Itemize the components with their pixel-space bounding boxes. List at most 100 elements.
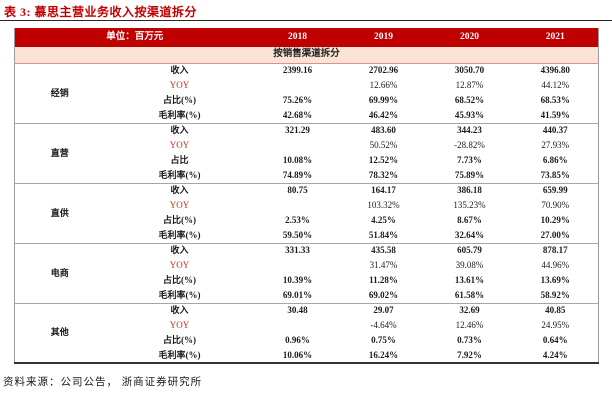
table-body: 经销 收入 2399.16 2702.96 3050.70 4396.80 YOY 12.66… — [14, 63, 599, 363]
value-cell: 12.87% — [455, 80, 484, 90]
value-cell: 51.84% — [368, 229, 399, 240]
value-cell: 16.24% — [368, 349, 399, 360]
value-cell: 164.17 — [340, 182, 427, 198]
value-cell: 878.17 — [512, 242, 599, 258]
value-cell: 30.48 — [254, 302, 341, 318]
metric-label: 毛利率(%) — [158, 169, 201, 180]
value-cell: 44.12% — [541, 80, 570, 90]
title-divider-rule — [0, 20, 612, 21]
year-header-2019: 2019 — [374, 31, 394, 42]
metric-label: 收入 — [104, 302, 255, 318]
value-cell: 344.23 — [426, 122, 513, 138]
table-row: YOY 50.52% -28.82% 27.93% — [14, 138, 599, 153]
value-cell: 70.90% — [541, 200, 570, 210]
value-cell: 331.33 — [254, 242, 341, 258]
metric-label: 占比(%) — [163, 95, 196, 105]
value-cell: 12.66% — [369, 80, 398, 90]
unit-label: 单位：百万元 — [106, 31, 164, 42]
value-cell: 8.67% — [457, 215, 482, 225]
value-cell: 46.42% — [368, 109, 399, 120]
metric-label: 毛利率(%) — [158, 289, 201, 300]
table-row: YOY -4.64% 12.46% 24.95% — [14, 318, 599, 333]
metric-label: 毛利率(%) — [158, 109, 201, 120]
table-row: 直营 收入 321.29 483.60 344.23 440.37 — [14, 122, 599, 183]
value-cell: 0.96% — [285, 335, 310, 345]
value-cell: 58.92% — [540, 289, 570, 300]
value-cell: 2702.96 — [368, 65, 399, 76]
value-cell: 7.92% — [457, 349, 482, 360]
channel-group-label: 直供 — [14, 182, 105, 243]
value-cell: 135.23% — [453, 200, 486, 210]
value-cell — [255, 198, 341, 213]
section-header-row: 按销售渠道拆分 — [14, 47, 599, 64]
value-cell — [255, 138, 341, 153]
metric-label: 收入 — [170, 65, 189, 76]
value-cell: 32.64% — [454, 229, 485, 240]
table-row: 其他 收入 30.48 29.07 32.69 40.85 — [14, 302, 599, 363]
table-row: 毛利率(%) 74.89% 78.32% 75.89% 73.85% — [14, 168, 599, 183]
value-cell: 73.85% — [540, 169, 570, 180]
value-cell: 0.73% — [457, 335, 482, 345]
value-cell: 10.06% — [282, 349, 313, 360]
value-cell — [255, 78, 341, 93]
value-cell: 75.89% — [454, 169, 485, 180]
value-cell: 31.47% — [369, 260, 398, 270]
value-cell: 7.73% — [457, 155, 482, 165]
value-cell: 59.50% — [282, 229, 313, 240]
value-cell: 69.99% — [368, 95, 399, 105]
table-row: YOY 103.32% 135.23% 70.90% — [14, 198, 599, 213]
table-row: 占比 10.08% 12.52% 7.73% 6.86% — [14, 153, 599, 168]
section-header-label: 按销售渠道拆分 — [14, 47, 599, 64]
value-cell: 435.58 — [340, 242, 427, 258]
metric-label: 毛利率(%) — [158, 349, 201, 360]
value-cell: 44.96% — [541, 260, 570, 270]
table-row: YOY 31.47% 39.08% 44.96% — [14, 258, 599, 273]
value-cell: 440.37 — [512, 122, 599, 138]
value-cell: 80.75 — [254, 182, 341, 198]
value-cell: 78.32% — [368, 169, 399, 180]
value-cell: 61.58% — [454, 289, 485, 300]
value-cell: 42.68% — [282, 109, 313, 120]
value-cell: 74.89% — [282, 169, 313, 180]
value-cell — [255, 318, 341, 333]
table-row: 电商 收入 331.33 435.58 605.79 878.17 — [14, 242, 599, 303]
metric-label: YOY — [169, 260, 190, 270]
value-cell: 41.59% — [540, 109, 570, 120]
table-row: 毛利率(%) 42.68% 46.42% 45.93% 41.59% — [14, 108, 599, 123]
metric-label: 占比 — [170, 155, 189, 165]
table-row: 占比(%) 2.53% 4.25% 8.67% 10.29% — [14, 213, 599, 228]
value-cell: 27.93% — [541, 140, 570, 150]
value-cell: 6.86% — [542, 155, 568, 165]
value-cell: 40.85 — [512, 302, 599, 318]
value-cell: 321.29 — [254, 122, 341, 138]
value-cell: 11.28% — [369, 275, 398, 285]
metric-label: YOY — [169, 140, 190, 150]
value-cell: 0.75% — [371, 335, 396, 345]
value-cell: 4.24% — [542, 349, 568, 360]
value-cell: 4.25% — [371, 215, 396, 225]
table-row: 占比(%) 75.26% 69.99% 68.52% 68.53% — [14, 93, 599, 108]
value-cell: -28.82% — [454, 140, 485, 150]
metric-label: 毛利率(%) — [158, 229, 201, 240]
metric-label: 占比(%) — [163, 335, 196, 345]
table-header-row: 单位：百万元 2018 2019 2020 2021 — [14, 28, 599, 47]
value-cell: -4.64% — [370, 320, 397, 330]
value-cell: 45.93% — [454, 109, 485, 120]
value-cell: 386.18 — [426, 182, 513, 198]
value-cell: 50.52% — [369, 140, 398, 150]
metric-label: YOY — [169, 80, 190, 90]
value-cell: 27.00% — [540, 229, 570, 240]
value-cell: 4396.80 — [540, 65, 570, 76]
metric-label: 收入 — [104, 182, 255, 198]
value-cell: 10.29% — [540, 215, 570, 225]
year-header-2021: 2021 — [545, 31, 565, 42]
value-cell: 3050.70 — [454, 65, 485, 76]
table-row: YOY 12.66% 12.87% 44.12% — [14, 78, 599, 93]
value-cell: 605.79 — [426, 242, 513, 258]
table-row: 毛利率(%) 69.01% 69.02% 61.58% 58.92% — [14, 288, 599, 303]
metric-label: 收入 — [104, 122, 255, 138]
value-cell: 29.07 — [340, 302, 427, 318]
value-cell: 69.02% — [368, 289, 399, 300]
value-cell — [255, 258, 341, 273]
value-cell: 103.32% — [367, 200, 400, 210]
